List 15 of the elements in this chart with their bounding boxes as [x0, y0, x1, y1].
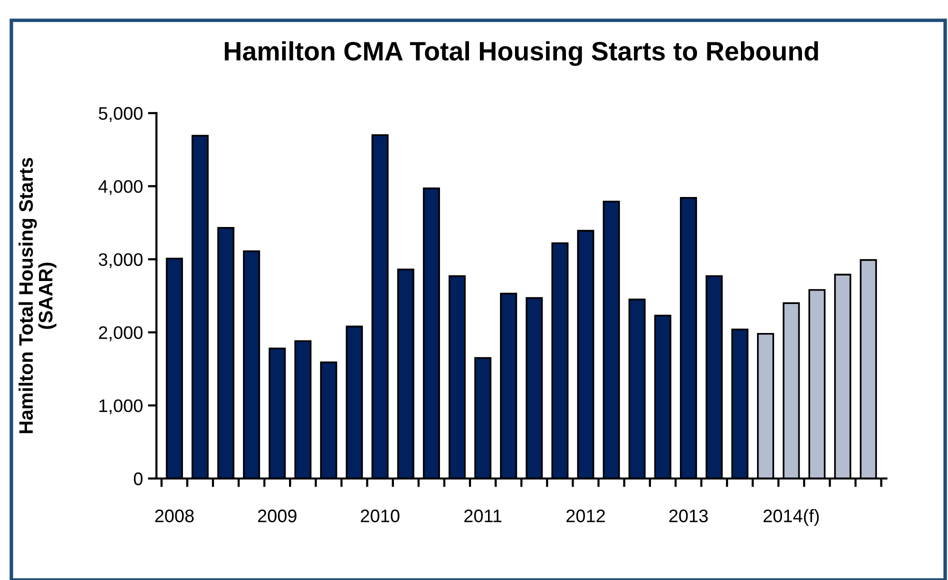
x-tick-label: 2010	[360, 510, 400, 522]
x-tick-label: 2011	[464, 510, 502, 522]
y-tick-label: 0	[134, 472, 143, 486]
y-axis-title: Hamilton Total Housing Starts (SAAR)	[18, 158, 56, 434]
y-tick-label: 5,000	[98, 107, 143, 122]
x-tick-label: 2008	[155, 510, 194, 522]
x-tick-label: 2014(f)	[764, 509, 819, 526]
chart-title: Hamilton CMA Total Housing Starts to Rebound	[224, 41, 818, 66]
x-tick-label: 2009	[258, 510, 296, 522]
y-tick-label: 3,000	[98, 253, 143, 268]
x-tick-label: 2012	[566, 510, 605, 522]
x-tick-label: 2013	[669, 510, 708, 522]
y-tick-label: 1,000	[99, 399, 143, 414]
y-tick-label: 4,000	[98, 180, 143, 196]
y-tick-label: 2,000	[98, 326, 143, 342]
